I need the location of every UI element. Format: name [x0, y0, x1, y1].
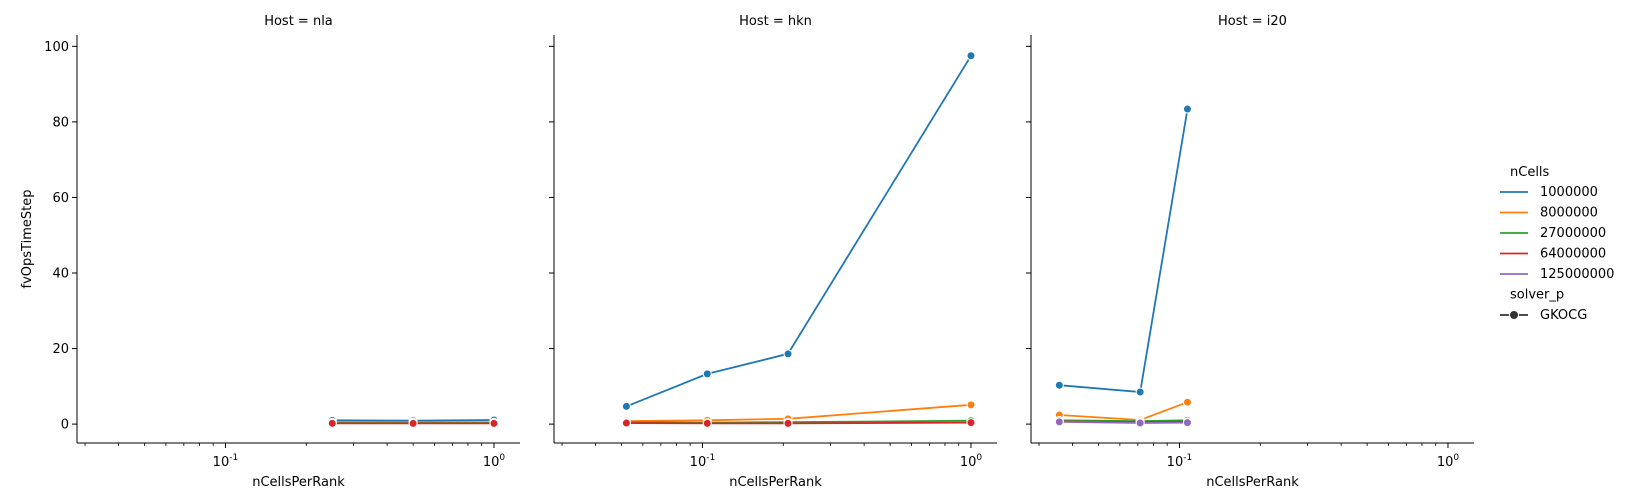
data-point-1000000 — [621, 401, 631, 411]
legend-style-title: solver_p — [1510, 288, 1564, 303]
data-point-8000000 — [966, 400, 976, 410]
data-point-1000000 — [1135, 387, 1145, 397]
panel-title: Host = hkn — [739, 14, 812, 29]
x-tick-label: 100 — [483, 453, 506, 470]
data-point-8000000 — [1182, 397, 1192, 407]
y-tick-label: 40 — [52, 267, 69, 282]
y-tick-label: 100 — [44, 40, 69, 55]
data-point-125000000 — [1182, 418, 1192, 428]
legend-style-marker — [1509, 310, 1519, 320]
x-tick-label: 100 — [1437, 453, 1460, 470]
legend-style-label: GKOCG — [1540, 308, 1587, 323]
data-point-64000000 — [327, 418, 337, 428]
series-line-8000000 — [626, 403, 972, 422]
panel-title: Host = i20 — [1218, 14, 1287, 29]
x-tick-label: 10-1 — [1167, 453, 1193, 470]
series-line-1000000 — [626, 55, 972, 408]
legend-label-64000000: 64000000 — [1540, 247, 1606, 262]
data-point-64000000 — [621, 418, 631, 428]
x-axis-label: nCellsPerRank — [252, 475, 345, 490]
legend-label-27000000: 27000000 — [1540, 226, 1606, 241]
series-line-125000000 — [1059, 420, 1188, 424]
legend: nCells 1000000 8000000 27000000 64000000 1250… — [1500, 165, 1614, 323]
x-axis-label: nCellsPerRank — [729, 475, 822, 490]
panel-title: Host = nla — [264, 14, 333, 29]
legend-title: nCells — [1510, 165, 1550, 180]
x-tick-label: 100 — [960, 453, 983, 470]
y-tick-label: 20 — [52, 342, 69, 357]
data-point-1000000 — [702, 369, 712, 379]
data-point-1000000 — [966, 51, 976, 61]
series-line-8000000 — [1059, 401, 1188, 421]
legend-label-125000000: 125000000 — [1540, 267, 1614, 282]
data-point-64000000 — [489, 418, 499, 428]
x-tick-label: 10-1 — [213, 453, 239, 470]
data-point-1000000 — [1182, 104, 1192, 114]
legend-label-1000000: 1000000 — [1540, 185, 1598, 200]
data-point-64000000 — [966, 418, 976, 428]
data-point-1000000 — [1054, 380, 1064, 390]
y-tick-label: 60 — [52, 191, 69, 206]
y-tick-label: 80 — [52, 115, 69, 130]
x-axis-label: nCellsPerRank — [1206, 475, 1299, 490]
data-point-125000000 — [1135, 418, 1145, 428]
series-line-1000000 — [1059, 108, 1189, 393]
data-point-1000000 — [783, 349, 793, 359]
y-axis-label: fvOpsTimeStep — [20, 190, 35, 289]
y-tick-label: 0 — [61, 418, 69, 433]
data-point-64000000 — [408, 418, 418, 428]
data-point-125000000 — [1054, 417, 1064, 427]
legend-label-8000000: 8000000 — [1540, 206, 1598, 221]
data-point-64000000 — [783, 418, 793, 428]
series-line-64000000 — [626, 421, 972, 425]
x-tick-label: 10-1 — [690, 453, 716, 470]
data-point-64000000 — [702, 418, 712, 428]
